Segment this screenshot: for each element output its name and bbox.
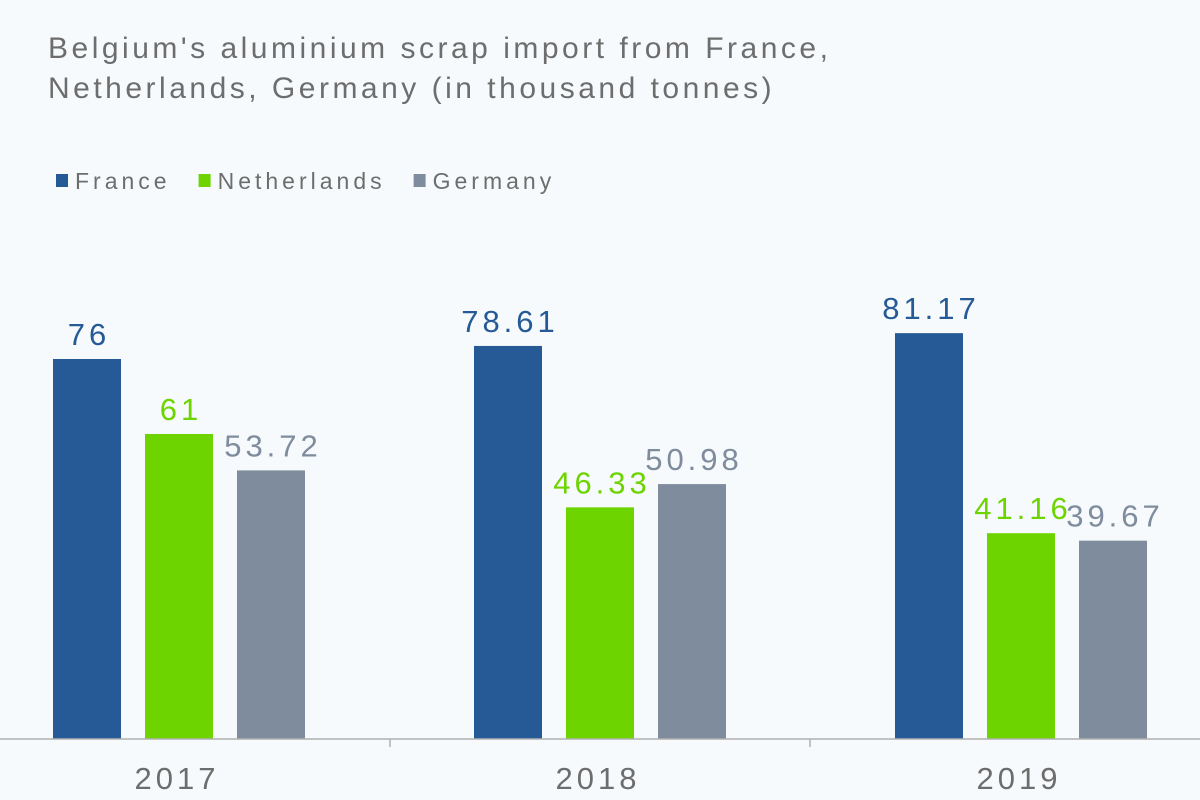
bar-germany-2017 — [237, 470, 305, 739]
value-label-netherlands-2018: 46.33 — [553, 465, 651, 500]
legend-swatch-netherlands — [198, 174, 211, 187]
legend-label-france: France — [75, 168, 171, 194]
bar-france-2019 — [895, 333, 963, 739]
legend-swatch-france — [56, 174, 68, 187]
value-label-germany-2018: 50.98 — [645, 442, 743, 477]
category-label-2017: 2017 — [135, 761, 220, 796]
x-axis — [0, 738, 1200, 747]
legend-item-germany: Germany — [413, 168, 556, 194]
legend: France Netherlands Germany — [56, 168, 556, 194]
chart-title-line-2: Netherlands, Germany (in thousand tonnes… — [48, 72, 775, 105]
chart-title: Belgium's aluminium scrap import from Fr… — [48, 32, 831, 105]
chart-title-line-1: Belgium's aluminium scrap import from Fr… — [48, 32, 831, 65]
bar-germany-2019 — [1079, 540, 1147, 739]
value-label-netherlands-2017: 61 — [160, 392, 202, 427]
value-label-netherlands-2019: 41.16 — [974, 491, 1072, 526]
bar-france-2017 — [53, 359, 121, 739]
bar-netherlands-2018 — [566, 507, 634, 739]
value-label-france-2017: 76 — [68, 317, 110, 352]
legend-label-germany: Germany — [433, 168, 556, 194]
legend-label-netherlands: Netherlands — [218, 168, 386, 194]
category-label-2018: 2018 — [556, 761, 641, 796]
bars — [53, 333, 1147, 739]
legend-item-france: France — [56, 168, 171, 194]
bar-france-2018 — [474, 345, 542, 739]
category-labels: 2017 2018 2019 — [135, 761, 1062, 796]
value-label-france-2018: 78.61 — [461, 304, 559, 339]
category-label-2019: 2019 — [977, 761, 1062, 796]
bar-netherlands-2019 — [987, 533, 1055, 739]
value-label-france-2019: 81.17 — [882, 291, 980, 326]
legend-item-netherlands: Netherlands — [198, 168, 386, 194]
value-label-germany-2017: 53.72 — [224, 428, 322, 463]
bar-netherlands-2017 — [145, 434, 213, 739]
value-label-germany-2019: 39.67 — [1066, 499, 1164, 534]
legend-swatch-germany — [413, 174, 426, 187]
bar-germany-2018 — [658, 484, 726, 739]
